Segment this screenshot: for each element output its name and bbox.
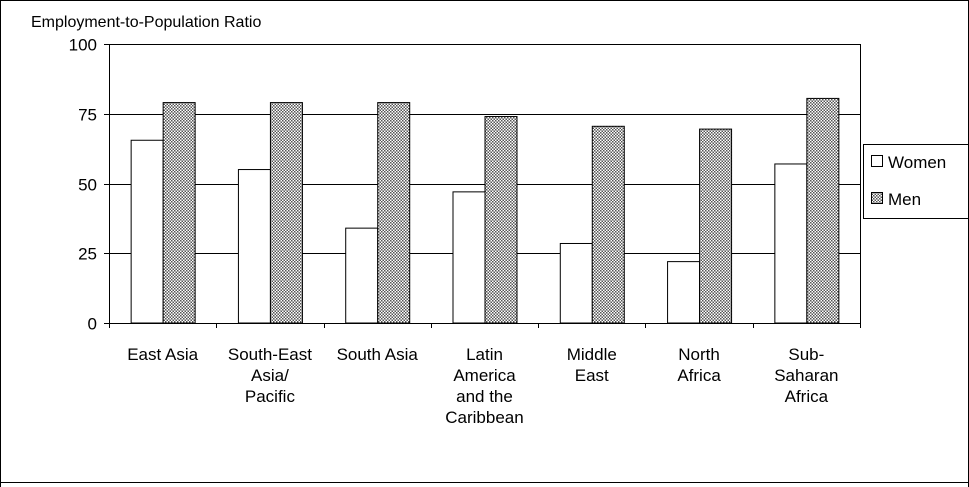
bar-men: [162, 102, 196, 324]
x-tick-label: Sub-Saharan Africa: [774, 345, 838, 406]
bar-women: [237, 169, 271, 324]
x-tick-label: South-East Asia/Pacific: [228, 345, 312, 406]
y-tick-label: 50: [78, 176, 97, 195]
x-tick-label: East Asia: [127, 345, 198, 364]
x-tick-label: Middle East: [567, 345, 617, 385]
y-tick-label: 75: [78, 106, 97, 125]
bar-women: [667, 261, 701, 324]
y-tick-label: 100: [69, 36, 97, 55]
y-tick-label: 0: [88, 315, 97, 334]
x-tick-labels: East Asia South-East Asia/Pacific South Asi…: [127, 345, 838, 427]
y-tick-label: 25: [78, 245, 97, 264]
bar-men: [591, 125, 625, 324]
x-tick-label: North Africa: [677, 345, 721, 385]
chart-title: Employment-to-Population Ratio: [31, 14, 261, 31]
bar-women: [452, 191, 486, 324]
bar-women: [130, 139, 164, 324]
legend-swatch-men: [871, 192, 883, 204]
bar-men: [377, 102, 411, 324]
legend-label-men: Men: [888, 190, 921, 209]
bar-men: [699, 128, 733, 324]
legend-label-women: Women: [888, 153, 946, 172]
bar-women: [559, 242, 593, 324]
bar-men: [269, 102, 303, 324]
y-tick-labels: 0 25 50 75 100: [69, 36, 97, 334]
bar-men: [806, 97, 840, 324]
axes: [104, 44, 861, 328]
bar-women: [774, 163, 808, 324]
x-tick-label: South Asia: [337, 345, 419, 364]
x-tick-label: Latin America and the Caribbean: [445, 345, 523, 427]
bar-men: [484, 116, 518, 324]
legend-swatch-women: [871, 155, 883, 167]
legend: Women Men: [863, 144, 969, 219]
bars: [130, 97, 840, 324]
bar-women: [345, 227, 379, 324]
